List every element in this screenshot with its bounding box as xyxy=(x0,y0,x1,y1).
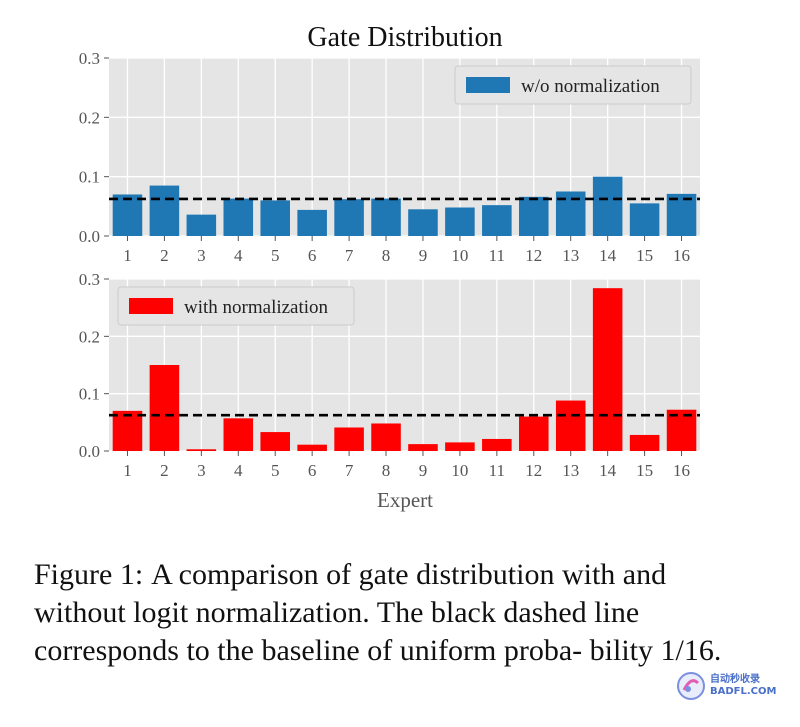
x-tick-label: 1 xyxy=(123,246,132,265)
y-tick-label: 0.3 xyxy=(79,270,100,289)
bar-expert-1 xyxy=(112,410,143,451)
x-tick-label: 12 xyxy=(525,461,542,480)
bar-expert-2 xyxy=(149,185,180,236)
y-tick-label: 0.2 xyxy=(79,108,100,127)
watermark: 自动秒收录 BADFL.COM xyxy=(676,666,792,706)
x-tick-label: 5 xyxy=(271,461,280,480)
x-tick-label: 9 xyxy=(419,246,428,265)
x-tick-label: 4 xyxy=(234,246,243,265)
x-tick-label: 16 xyxy=(673,246,690,265)
bar-expert-5 xyxy=(260,200,290,236)
bar-expert-10 xyxy=(445,442,475,451)
bar-expert-4 xyxy=(223,418,254,451)
x-tick-label: 6 xyxy=(308,246,317,265)
legend: w/o normalization xyxy=(454,65,692,105)
legend-label: with normalization xyxy=(184,297,329,318)
bar-expert-14 xyxy=(592,176,623,236)
bar-expert-2 xyxy=(149,365,180,451)
x-tick-label: 10 xyxy=(451,461,468,480)
watermark-logo-icon xyxy=(677,672,705,700)
bar-expert-5 xyxy=(260,432,290,451)
bar-expert-4 xyxy=(223,198,254,236)
x-tick-label: 13 xyxy=(562,461,579,480)
bar-expert-15 xyxy=(629,203,660,236)
x-tick-label: 1 xyxy=(123,461,132,480)
x-tick-label: 14 xyxy=(599,246,617,265)
x-tick-label: 15 xyxy=(636,461,653,480)
x-tick-label: 4 xyxy=(234,461,243,480)
y-tick-label: 0.0 xyxy=(79,227,100,246)
figure-caption: Figure 1: A comparison of gate distributi… xyxy=(34,556,754,670)
bar-expert-8 xyxy=(371,423,401,451)
legend-swatch xyxy=(129,298,173,314)
y-tick-label: 0.1 xyxy=(79,168,100,187)
bar-expert-14 xyxy=(592,288,623,451)
legend-box xyxy=(117,286,355,326)
x-tick-label: 3 xyxy=(197,461,206,480)
bar-expert-16 xyxy=(666,193,697,236)
x-tick-label: 16 xyxy=(673,461,690,480)
top-panel-wo-normalization: 0.00.10.20.31 2 3 4 5 6 7 8 9 10 11 12 13 14 15 16w/o n… xyxy=(79,49,700,265)
bar-expert-11 xyxy=(482,438,512,451)
bar-expert-8 xyxy=(371,198,401,236)
y-tick-label: 0.2 xyxy=(79,327,100,346)
caption-label: Figure 1: xyxy=(34,558,144,591)
x-tick-label: 7 xyxy=(345,461,354,480)
x-axis-label: Expert xyxy=(377,488,433,512)
caption-text: A comparison of gate distribution with a… xyxy=(34,558,722,667)
legend: with normalization xyxy=(117,286,355,326)
bar-expert-6 xyxy=(297,444,327,451)
bar-expert-9 xyxy=(408,444,438,451)
x-tick-label: 5 xyxy=(271,246,280,265)
x-tick-label: 8 xyxy=(382,461,391,480)
y-tick-label: 0.0 xyxy=(79,442,100,461)
legend-box xyxy=(454,65,692,105)
x-tick-label: 2 xyxy=(160,246,169,265)
bar-expert-7 xyxy=(334,427,364,451)
x-tick-label: 2 xyxy=(160,461,169,480)
legend-swatch xyxy=(466,77,510,93)
x-tick-label: 11 xyxy=(489,461,505,480)
x-tick-label: 10 xyxy=(451,246,468,265)
x-tick-label: 3 xyxy=(197,246,206,265)
legend-label: w/o normalization xyxy=(521,76,660,97)
bar-expert-1 xyxy=(112,194,143,236)
x-tick-label: 13 xyxy=(562,246,579,265)
x-tick-label: 6 xyxy=(308,461,317,480)
chart-title: Gate Distribution xyxy=(307,22,502,53)
bar-expert-15 xyxy=(629,434,660,451)
bar-expert-10 xyxy=(445,207,475,236)
x-tick-label: 9 xyxy=(419,461,428,480)
watermark-line1: 自动秒收录 xyxy=(710,674,760,685)
bar-expert-11 xyxy=(482,205,512,236)
x-tick-label: 11 xyxy=(489,246,505,265)
bar-expert-12 xyxy=(519,196,549,236)
y-tick-label: 0.3 xyxy=(79,49,100,68)
x-tick-label: 8 xyxy=(382,246,391,265)
x-tick-label: 12 xyxy=(525,246,542,265)
x-tick-label: 14 xyxy=(599,461,617,480)
bar-expert-9 xyxy=(408,209,438,236)
bar-expert-3 xyxy=(186,214,217,236)
bar-expert-12 xyxy=(519,416,549,451)
watermark-line2: BADFL.COM xyxy=(710,686,777,697)
y-tick-label: 0.1 xyxy=(79,385,100,404)
bar-expert-3 xyxy=(186,449,217,451)
x-tick-label: 7 xyxy=(345,246,354,265)
bar-expert-13 xyxy=(555,400,586,451)
bar-expert-16 xyxy=(666,409,697,451)
gate-distribution-figure: Gate Distribution 0.00.10.20.31 2 3 4 5 6 7 8 9 1… xyxy=(79,22,700,512)
bar-expert-6 xyxy=(297,209,327,236)
bar-expert-7 xyxy=(334,199,364,236)
bottom-panel-with-normalization: 0.00.10.20.31 2 3 4 5 6 7 8 9 10 11 12 13 14 15 16with … xyxy=(79,270,700,480)
x-tick-label: 15 xyxy=(636,246,653,265)
